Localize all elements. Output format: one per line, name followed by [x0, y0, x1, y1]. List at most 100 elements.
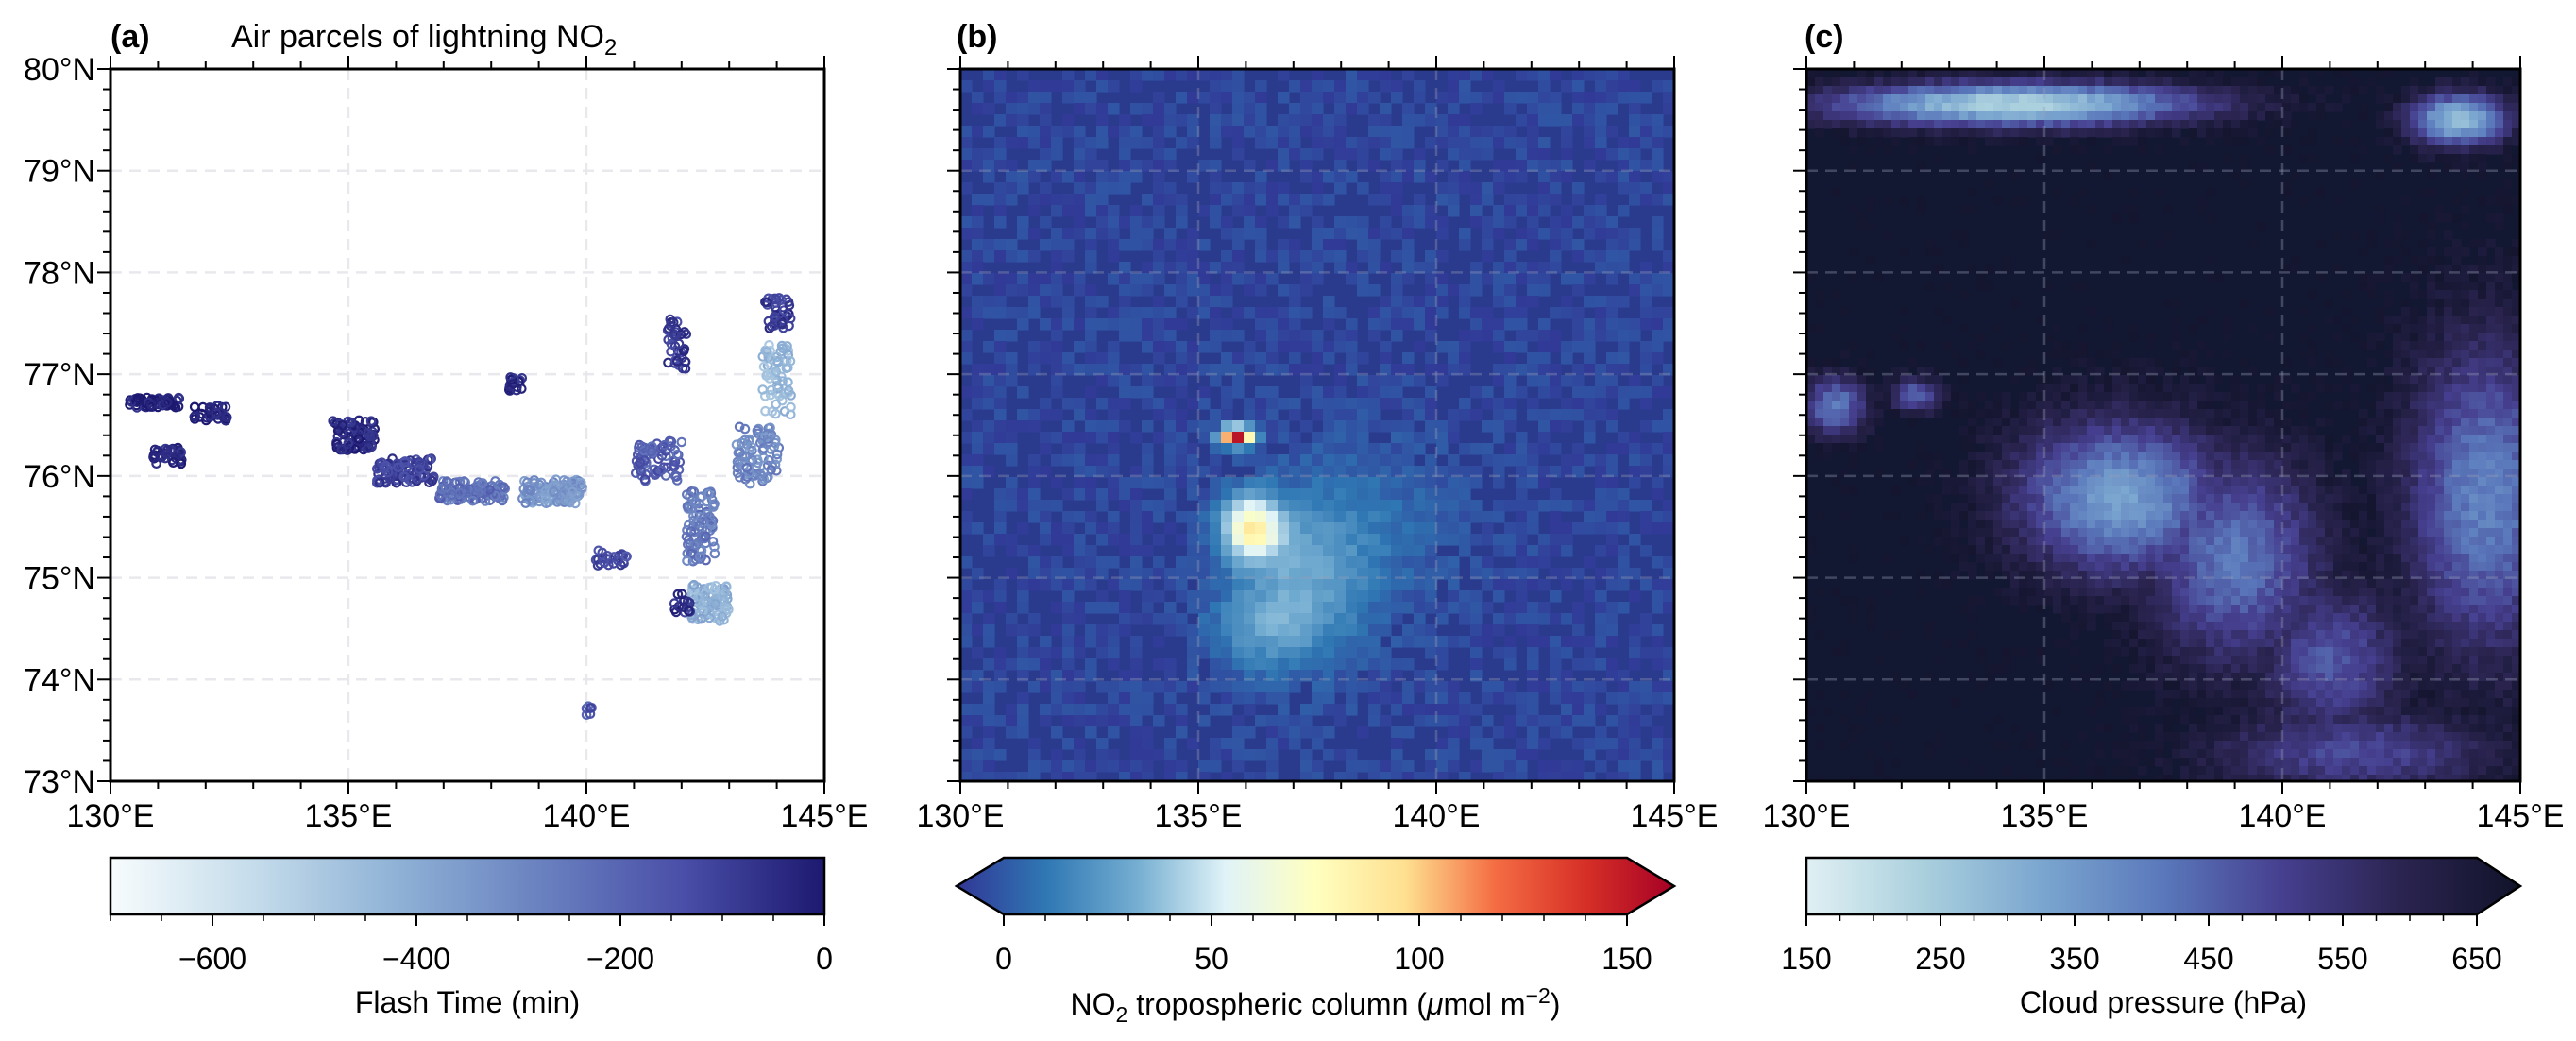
heatmap-cell — [1142, 590, 1154, 603]
heatmap-cell — [2461, 290, 2470, 299]
parcel-point — [507, 379, 518, 389]
heatmap-cell — [1278, 738, 1290, 750]
heatmap-cell — [1244, 522, 1256, 535]
heatmap-cell — [1516, 534, 1528, 546]
heatmap-cell — [1561, 148, 1573, 161]
heatmap-cell — [1085, 602, 1097, 614]
heatmap-cell — [1346, 103, 1358, 115]
heatmap-cell — [1028, 364, 1041, 376]
heatmap-cell — [1142, 114, 1154, 127]
heatmap-cell — [2333, 137, 2343, 146]
heatmap-cell — [1425, 262, 1437, 274]
heatmap-cell — [2257, 94, 2266, 104]
heatmap-cell — [1051, 137, 1063, 149]
heatmap-cell — [1142, 726, 1154, 739]
heatmap-cell — [2112, 94, 2122, 104]
heatmap-cell — [1289, 103, 1301, 115]
heatmap-cell — [1652, 511, 1664, 523]
heatmap-cell — [1380, 352, 1392, 365]
heatmap-cell — [1951, 137, 1960, 146]
parcel-point — [161, 445, 173, 455]
parcel-point — [777, 343, 788, 354]
heatmap-cell — [1470, 511, 1483, 523]
heatmap-cell — [2172, 111, 2181, 121]
parcel-point — [608, 558, 619, 569]
heatmap-cell — [1652, 137, 1664, 149]
heatmap-cell — [1051, 579, 1063, 591]
heatmap-cell — [2265, 69, 2275, 78]
heatmap-cell — [1096, 590, 1109, 603]
heatmap-cell — [2410, 86, 2419, 95]
heatmap-cell — [2206, 307, 2215, 316]
heatmap-cell — [1062, 69, 1075, 81]
heatmap-cell — [1176, 579, 1188, 591]
heatmap-cell — [1493, 692, 1505, 705]
heatmap-cell — [2095, 94, 2105, 104]
heatmap-cell — [1516, 749, 1528, 761]
parcel-point — [205, 406, 215, 418]
heatmap-cell — [960, 636, 973, 648]
heatmap-cell — [1629, 137, 1641, 149]
heatmap-cell — [1176, 704, 1188, 716]
heatmap-cell — [1244, 726, 1256, 739]
heatmap-cell — [1618, 228, 1630, 240]
heatmap-cell — [1391, 194, 1403, 206]
heatmap-cell — [2274, 103, 2283, 112]
heatmap-cell — [2461, 273, 2470, 282]
heatmap-cell — [1221, 511, 1233, 523]
heatmap-cell — [2401, 247, 2411, 257]
heatmap-cell — [2044, 86, 2054, 95]
heatmap-cell — [1459, 239, 1471, 251]
heatmap-cell — [2486, 137, 2496, 146]
heatmap-cell — [1300, 114, 1313, 127]
heatmap-cell — [1459, 171, 1471, 183]
heatmap-cell — [1606, 296, 1618, 308]
heatmap-cell — [994, 330, 1007, 342]
heatmap-cell — [1278, 534, 1290, 546]
heatmap-cell — [1584, 647, 1596, 659]
panel-b-axis-ticks: 130°E 135°E 140°E 145°E — [916, 56, 1719, 834]
heatmap-cell — [1357, 624, 1369, 637]
heatmap-cell — [1255, 352, 1267, 365]
heatmap-cell — [1470, 182, 1483, 195]
heatmap-cell — [1584, 341, 1596, 353]
heatmap-cell — [1210, 636, 1222, 648]
heatmap-cell — [1255, 318, 1267, 331]
heatmap-cell — [2189, 111, 2198, 121]
heatmap-cell — [1357, 466, 1369, 478]
heatmap-cell — [1221, 284, 1233, 297]
heatmap-cell — [2010, 120, 2020, 129]
heatmap-cell — [1074, 760, 1086, 773]
heatmap-cell — [2478, 273, 2487, 282]
parcel-point — [661, 451, 671, 462]
heatmap-cell — [1391, 636, 1403, 648]
heatmap-cell — [1255, 658, 1267, 671]
heatmap-cell — [1266, 726, 1279, 739]
heatmap-cell — [1550, 171, 1562, 183]
heatmap-cell — [2512, 256, 2520, 265]
heatmap-cell — [1550, 182, 1562, 195]
heatmap-cell — [1391, 307, 1403, 319]
heatmap-cell — [1176, 477, 1188, 489]
heatmap-cell — [1085, 409, 1097, 421]
heatmap-cell — [1402, 432, 1415, 444]
heatmap-cell — [2512, 196, 2520, 206]
heatmap-cell — [2155, 145, 2164, 155]
heatmap-cell — [1164, 375, 1177, 387]
heatmap-cell — [2410, 333, 2419, 342]
heatmap-cell — [1187, 341, 1199, 353]
heatmap-cell — [1130, 749, 1143, 761]
heatmap-cell — [1357, 602, 1369, 614]
heatmap-cell — [1323, 352, 1335, 365]
heatmap-cell — [1584, 296, 1596, 308]
heatmap-cell — [1312, 352, 1324, 365]
heatmap-cell — [2503, 188, 2513, 197]
heatmap-cell — [1198, 602, 1211, 614]
heatmap-cell — [2503, 205, 2513, 214]
heatmap-cell — [1402, 250, 1415, 263]
heatmap-cell — [1652, 330, 1664, 342]
heatmap-cell — [2393, 239, 2402, 248]
heatmap-cell — [1153, 126, 1165, 138]
heatmap-cell — [1266, 488, 1279, 501]
parcel-point — [707, 536, 719, 547]
